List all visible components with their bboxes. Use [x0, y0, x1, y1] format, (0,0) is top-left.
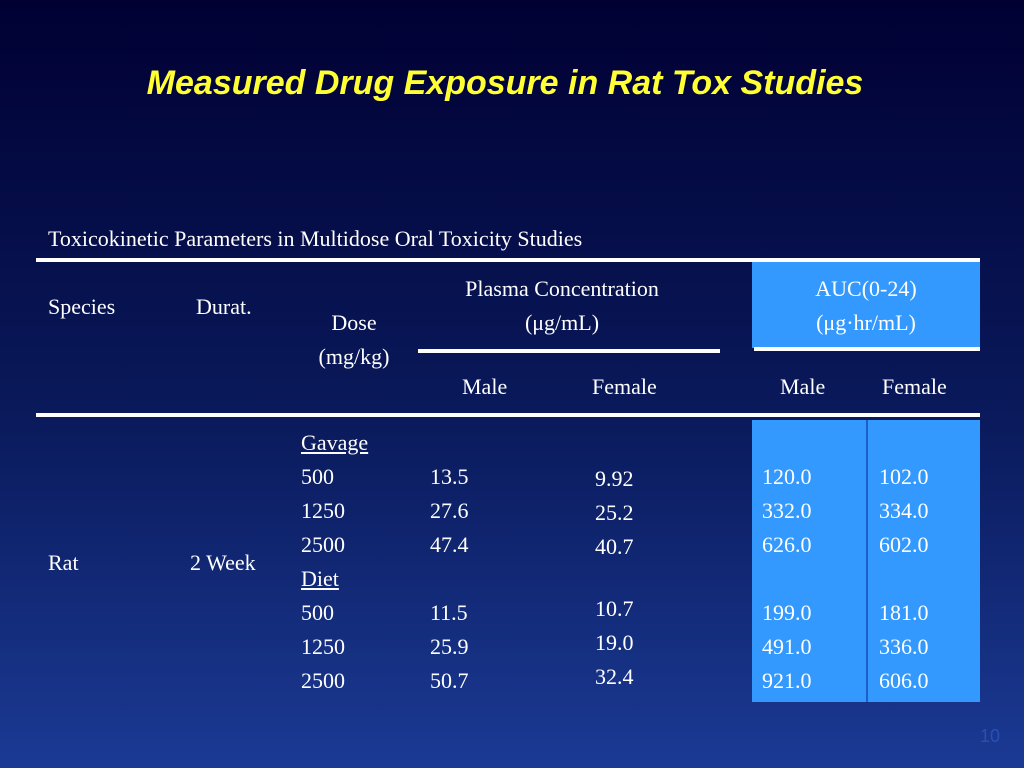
- plasma-female-value: 25.2: [595, 500, 634, 525]
- auc-female-value: 102.0: [879, 464, 929, 489]
- dose-value: 500: [301, 464, 334, 489]
- plasma-male-value: [430, 562, 469, 596]
- plasma-male-value: 25.9: [430, 634, 469, 659]
- plasma-sub-rule: [418, 349, 720, 353]
- plasma-male-value: 13.5: [430, 464, 469, 489]
- plasma-male-value: 47.4: [430, 532, 469, 557]
- header-auc-male: Male: [780, 374, 826, 399]
- dose-value: 2500: [301, 668, 345, 693]
- header-bottom-rule: [36, 413, 980, 417]
- plasma-male-column: 13.5 27.6 47.4 11.5 25.9 50.7: [430, 426, 469, 698]
- plasma-male-value: 27.6: [430, 498, 469, 523]
- plasma-female-value: 10.7: [595, 596, 634, 621]
- auc-male-value: [762, 426, 812, 460]
- auc-female-value: [879, 426, 929, 460]
- auc-female-value: 606.0: [879, 668, 929, 693]
- plasma-male-value: [430, 426, 469, 460]
- header-plasma-female: Female: [592, 374, 657, 399]
- plasma-female-value: 40.7: [595, 534, 634, 559]
- auc-male-value: 626.0: [762, 532, 812, 557]
- header-duration: Durat.: [196, 294, 252, 319]
- auc-female-value: 334.0: [879, 498, 929, 523]
- table-top-rule: [36, 258, 980, 262]
- header-auc-female: Female: [882, 374, 947, 399]
- plasma-female-diet-column: 10.7 19.0 32.4: [595, 592, 634, 694]
- auc-header-box: [752, 262, 980, 348]
- plasma-female-gavage-column: 9.92 25.2 40.7: [595, 462, 634, 564]
- dose-value: 500: [301, 600, 334, 625]
- dose-value: 1250: [301, 634, 345, 659]
- plasma-female-value: 19.0: [595, 630, 634, 655]
- slide-title: Measured Drug Exposure in Rat Tox Studie…: [146, 64, 864, 102]
- auc-female-value: 181.0: [879, 600, 929, 625]
- auc-male-value: [762, 562, 812, 596]
- auc-male-column: 120.0 332.0 626.0 199.0 491.0 921.0: [762, 426, 812, 698]
- auc-sub-rule: [754, 347, 980, 351]
- auc-male-value: 332.0: [762, 498, 812, 523]
- row-species: Rat: [48, 550, 79, 575]
- header-plasma-male: Male: [462, 374, 508, 399]
- dose-value: 1250: [301, 498, 345, 523]
- auc-female-column: 102.0 334.0 602.0 181.0 336.0 606.0: [879, 426, 929, 698]
- dose-value: 2500: [301, 532, 345, 557]
- header-species: Species: [48, 294, 116, 319]
- auc-female-value: [879, 562, 929, 596]
- auc-male-value: 491.0: [762, 634, 812, 659]
- auc-column-divider: [866, 420, 868, 702]
- header-auc-line2: (μg·hr/mL): [816, 310, 916, 335]
- row-duration: 2 Week: [190, 550, 256, 575]
- auc-male-value: 199.0: [762, 600, 812, 625]
- plasma-male-value: 50.7: [430, 668, 469, 693]
- dose-route-diet: Diet: [301, 566, 339, 591]
- plasma-male-value: 11.5: [430, 600, 468, 625]
- header-plasma-line1: Plasma Concentration: [465, 276, 659, 301]
- header-plasma-line2: (μg/mL): [524, 310, 600, 335]
- header-auc-line1: AUC(0-24): [815, 276, 917, 301]
- dose-route-gavage: Gavage: [301, 430, 369, 455]
- plasma-female-value: 9.92: [595, 466, 634, 491]
- header-dose-line2: (mg/kg): [318, 344, 390, 369]
- auc-male-value: 921.0: [762, 668, 812, 693]
- auc-female-value: 336.0: [879, 634, 929, 659]
- header-dose-line1: Dose: [331, 310, 377, 335]
- auc-female-value: 602.0: [879, 532, 929, 557]
- page-number: 10: [979, 726, 1000, 746]
- table-caption: Toxicokinetic Parameters in Multidose Or…: [48, 226, 583, 251]
- plasma-female-value: 32.4: [595, 664, 634, 689]
- dose-column: Gavage 500 1250 2500 Diet 500 1250 2500: [301, 426, 368, 698]
- auc-male-value: 120.0: [762, 464, 812, 489]
